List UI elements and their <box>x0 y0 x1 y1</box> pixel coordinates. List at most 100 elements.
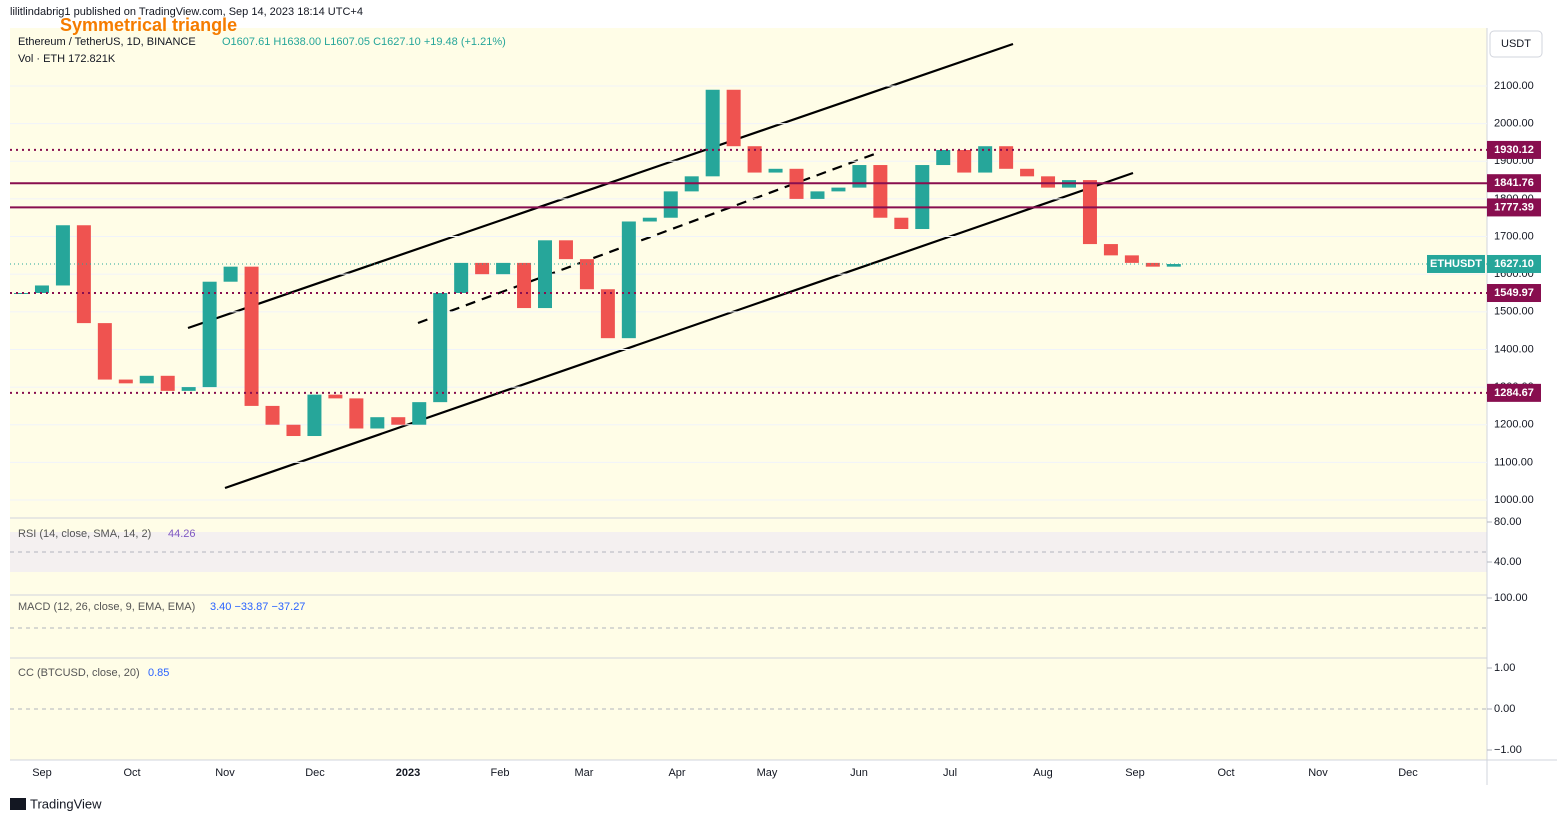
level-label: 1841.76 <box>1494 177 1534 189</box>
candle <box>307 394 322 437</box>
ohlc: O1607.61 H1638.00 L1607.05 C1627.10 +19.… <box>222 36 506 48</box>
tick-label: 80.00 <box>1494 516 1522 528</box>
time-label: Aug <box>1033 767 1053 779</box>
level-tag <box>1487 198 1541 217</box>
time-label: 2023 <box>396 767 420 779</box>
candle <box>726 89 741 147</box>
trendline <box>224 171 1134 490</box>
candle <box>349 398 364 429</box>
candle <box>978 146 993 173</box>
candle <box>1124 255 1139 263</box>
symbol-tag <box>1427 254 1485 273</box>
tick-label: −1.00 <box>1494 744 1522 756</box>
candle <box>97 323 112 380</box>
time-label: Dec <box>1398 767 1418 779</box>
level-label: 1284.67 <box>1494 387 1534 399</box>
candle <box>1145 262 1160 267</box>
candle <box>873 165 888 218</box>
currency-label[interactable]: USDT <box>1501 38 1531 50</box>
price-tick-label: 2100.00 <box>1494 80 1534 92</box>
volume-label: Vol · ETH 172.821K <box>18 53 116 65</box>
time-label: May <box>757 767 778 779</box>
tick-label: 0.00 <box>1494 703 1515 715</box>
price-tick-label: 1500.00 <box>1494 306 1534 318</box>
candle <box>852 165 867 188</box>
symbol-label: ETHUSDT <box>1430 258 1482 270</box>
candle <box>517 262 532 309</box>
candle <box>496 262 511 275</box>
tick-label: 40.00 <box>1494 556 1522 568</box>
candle <box>412 402 427 425</box>
publisher: lilitlindabrig1 published on TradingView… <box>10 6 363 18</box>
candle <box>328 394 343 399</box>
time-label: Apr <box>668 767 685 779</box>
level-tag <box>1487 140 1541 159</box>
candle <box>76 225 91 324</box>
level-label: 1549.97 <box>1494 287 1534 299</box>
candle <box>118 379 133 384</box>
price-tag <box>1487 254 1541 273</box>
level-label: 1930.12 <box>1494 144 1534 156</box>
candle <box>999 146 1014 169</box>
candle <box>160 375 175 391</box>
macd-label: MACD (12, 26, close, 9, EMA, EMA) <box>18 601 195 613</box>
footer: TradingView <box>30 796 102 811</box>
candle <box>936 149 951 166</box>
candle <box>957 149 972 173</box>
macd-values: 3.40 −33.87 −37.27 <box>210 601 305 613</box>
price-label: 1627.10 <box>1494 258 1534 270</box>
price-tick-label: 1400.00 <box>1494 343 1534 355</box>
trendline <box>187 42 1014 330</box>
candle <box>265 405 280 425</box>
logo <box>10 798 26 810</box>
time-label: Feb <box>491 767 510 779</box>
level-label: 1777.39 <box>1494 201 1534 213</box>
candle <box>579 259 594 290</box>
candle <box>747 146 762 173</box>
rsi-label: RSI (14, close, SMA, 14, 2) <box>18 528 151 540</box>
candle <box>705 89 720 177</box>
candle <box>642 217 657 222</box>
candle <box>286 424 301 437</box>
cc-value: 0.85 <box>148 667 169 679</box>
candle <box>894 217 909 230</box>
price-tick-label: 2000.00 <box>1494 118 1534 130</box>
candle <box>1020 168 1035 177</box>
level-tag <box>1487 174 1541 193</box>
time-label: Nov <box>215 767 235 779</box>
candle <box>475 262 490 275</box>
candle <box>139 375 154 384</box>
level-tag <box>1487 284 1541 303</box>
candle <box>621 221 636 339</box>
plot-background <box>10 28 1487 760</box>
candle <box>55 225 70 286</box>
price-tick-label: 1200.00 <box>1494 419 1534 431</box>
candle <box>454 262 469 293</box>
time-label: Jun <box>850 767 868 779</box>
candle <box>1082 180 1097 245</box>
tick-label: 1.00 <box>1494 662 1515 674</box>
candle <box>1103 244 1118 256</box>
rsi-value: 44.26 <box>168 528 196 540</box>
idea-title: Symmetrical triangle <box>60 15 237 35</box>
candle <box>538 240 552 309</box>
time-label: Sep <box>1125 767 1145 779</box>
candle <box>14 293 28 294</box>
symbol: Ethereum / TetherUS, 1D, BINANCE <box>18 36 196 48</box>
candle <box>202 281 217 388</box>
cc-label: CC (BTCUSD, close, 20) <box>18 667 140 679</box>
time-label: Sep <box>32 767 52 779</box>
time-label: Oct <box>123 767 140 779</box>
candle <box>223 266 238 282</box>
candle <box>370 417 385 429</box>
candle <box>831 187 846 192</box>
currency-button[interactable] <box>1489 30 1543 58</box>
price-tick-label: 1000.00 <box>1494 494 1534 506</box>
tick-label: 100.00 <box>1494 592 1528 604</box>
time-label: Oct <box>1217 767 1234 779</box>
price-tick-label: 1100.00 <box>1494 456 1533 468</box>
time-label: Mar <box>575 767 594 779</box>
candle <box>391 417 406 425</box>
